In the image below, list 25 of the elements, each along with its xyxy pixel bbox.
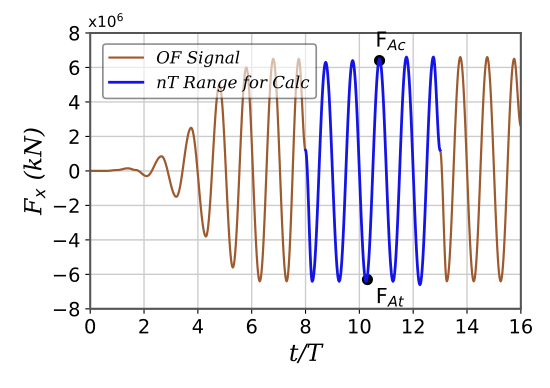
- y-tick-label: −6: [54, 267, 80, 282]
- x-tick-label: 4: [192, 319, 203, 334]
- x-tick-label: 0: [85, 318, 96, 334]
- y-tick-label: 8: [69, 26, 80, 41]
- y-tick-label: 2: [70, 129, 79, 144]
- annotation: F$_{Ac}$: [377, 31, 406, 50]
- x-tick-label: 16: [510, 318, 532, 334]
- text: x10$^{6}$: [88, 13, 123, 28]
- legend-label: OF Signal: [156, 50, 240, 68]
- y-tick-label: 4: [69, 95, 80, 110]
- y-tick-label: 6: [69, 60, 80, 76]
- legend-label: nT Range for Calc: [157, 75, 310, 92]
- y-tick-label: 0: [69, 164, 80, 179]
- x-tick-label: 12: [402, 318, 424, 334]
- y-tick-label: −4: [54, 233, 80, 248]
- x-tick-label: 10: [349, 318, 370, 334]
- annotation: F$_{At}$: [378, 288, 404, 307]
- x-tick-label: 2: [139, 318, 148, 334]
- x-tick-label: 6: [246, 318, 257, 334]
- y-axis-title: F$_{x}$ (kN): [23, 128, 46, 216]
- y-tick-label: −2: [54, 198, 79, 213]
- y-tick-label: −8: [54, 302, 80, 317]
- x-axis-title: t/T: [290, 344, 324, 364]
- x-tick-label: 8: [300, 318, 310, 334]
- x-tick-label: 14: [456, 319, 478, 334]
